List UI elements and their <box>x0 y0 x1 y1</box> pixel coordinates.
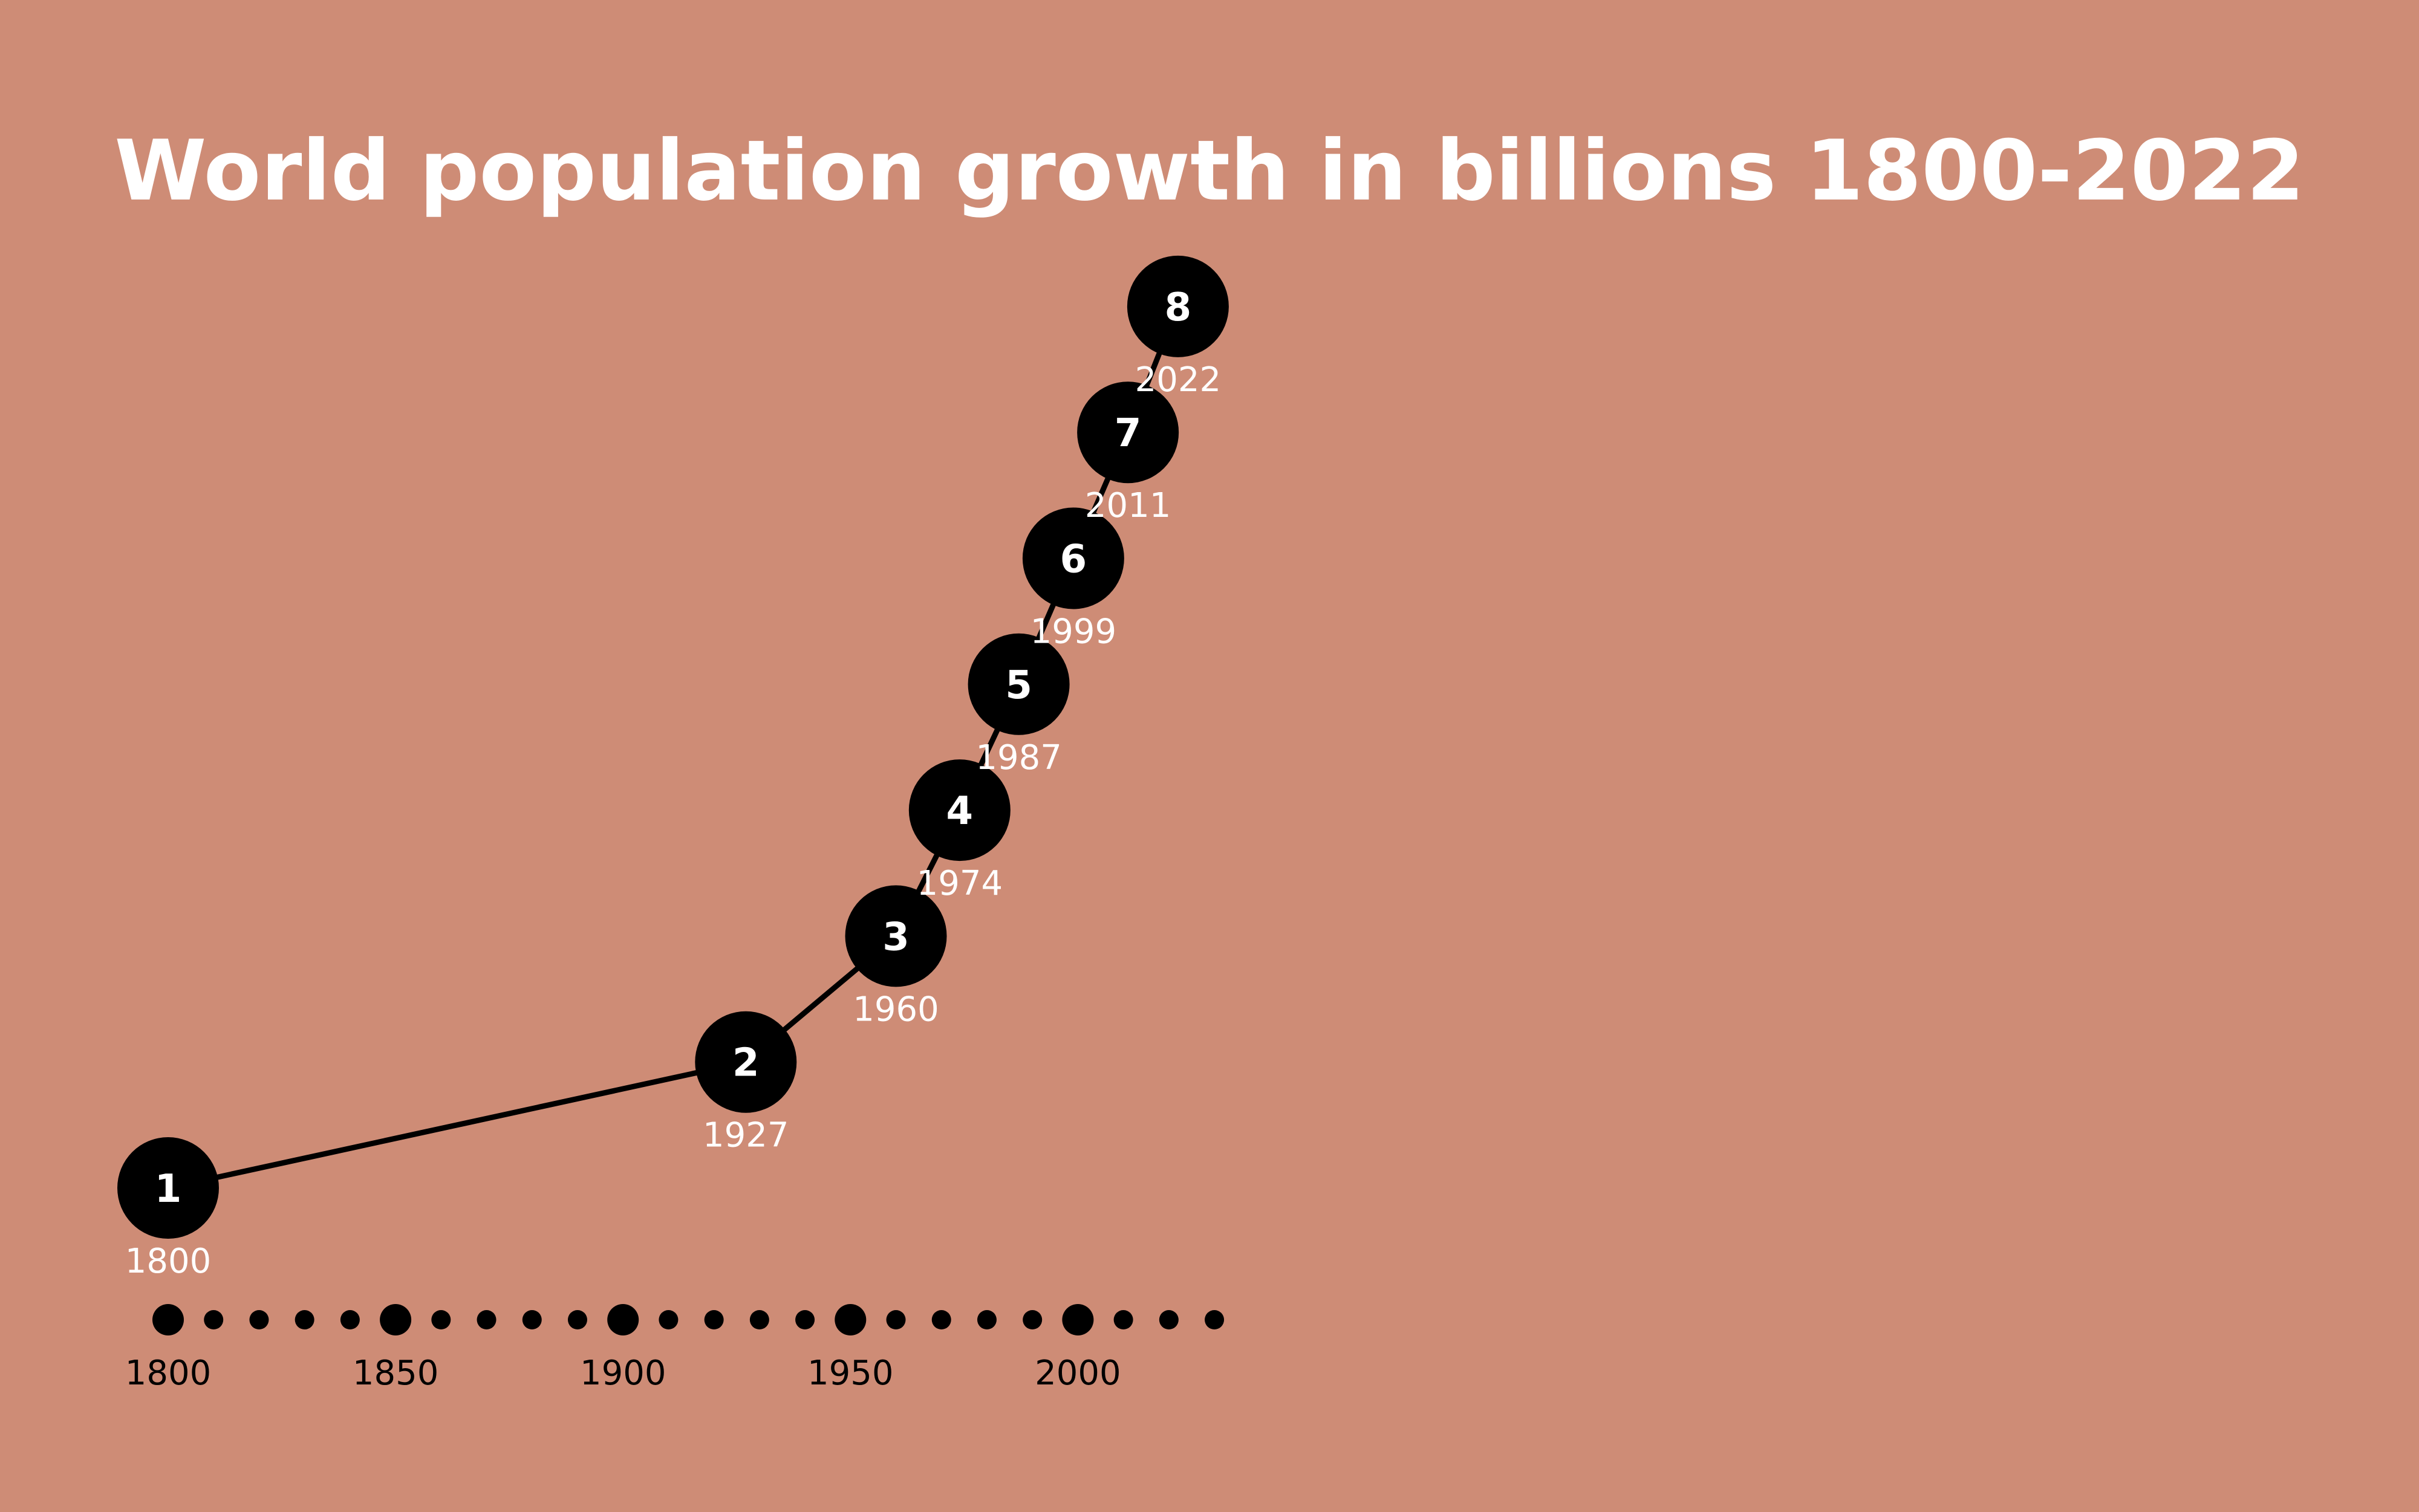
axis-major-dot <box>607 1304 639 1335</box>
data-year-label: 1800 <box>125 1242 212 1281</box>
data-value-label: 4 <box>946 789 974 834</box>
data-point-circle <box>1127 255 1229 357</box>
axis-minor-dot <box>567 1310 587 1329</box>
x-tick-label: 1900 <box>580 1354 666 1393</box>
data-year-label: 1960 <box>853 990 939 1029</box>
axis-minor-dot <box>749 1310 769 1329</box>
data-point-circle <box>695 1011 797 1113</box>
data-point-1960: 3 1960 <box>845 885 947 1029</box>
data-year-label: 1999 <box>1030 612 1117 652</box>
axis-minor-dot <box>431 1310 451 1329</box>
x-tick-label: 1800 <box>125 1354 212 1393</box>
x-tick-label: 2000 <box>1035 1354 1121 1393</box>
data-year-label: 2022 <box>1135 360 1222 400</box>
data-point-circle <box>117 1137 219 1239</box>
x-tick-label: 1950 <box>807 1354 894 1393</box>
data-value-label: 1 <box>155 1167 182 1212</box>
data-year-label: 1927 <box>703 1116 789 1155</box>
axis-minor-dot <box>704 1310 724 1329</box>
axis-minor-dot <box>522 1310 542 1329</box>
axis-major-dot <box>1062 1304 1094 1335</box>
axis-minor-dot <box>659 1310 679 1329</box>
axis-minor-dot <box>1113 1310 1133 1329</box>
data-point-circle <box>968 633 1070 735</box>
data-point-circle <box>1022 507 1124 609</box>
data-point-1987: 5 1987 <box>968 633 1070 777</box>
axis-minor-dot <box>477 1310 496 1329</box>
axis-minor-dot <box>1205 1310 1225 1329</box>
data-value-label: 6 <box>1060 537 1087 582</box>
data-year-label: 1987 <box>975 738 1062 777</box>
axis-major-dot <box>152 1304 184 1335</box>
data-point-1800: 1 1800 <box>117 1137 219 1281</box>
chart-title: World population growth in billions 1800… <box>114 122 2304 219</box>
axis-minor-dot <box>977 1310 997 1329</box>
data-value-label: 3 <box>882 915 910 959</box>
data-year-label: 2011 <box>1085 486 1171 525</box>
axis-minor-dot <box>795 1310 815 1329</box>
axis-minor-dot <box>1159 1310 1179 1329</box>
axis-minor-dot <box>249 1310 269 1329</box>
x-axis: 1800 1850 1900 1950 2000 <box>125 1304 1225 1393</box>
axis-minor-dot <box>340 1310 360 1329</box>
data-year-label: 1974 <box>917 864 1003 903</box>
axis-minor-dot <box>886 1310 906 1329</box>
data-value-label: 8 <box>1165 285 1192 330</box>
data-value-label: 5 <box>1005 663 1032 708</box>
axis-minor-dot <box>931 1310 951 1329</box>
data-point-circle <box>908 759 1011 861</box>
data-point-1999: 6 1999 <box>1022 507 1124 652</box>
x-tick-label: 1850 <box>353 1354 439 1393</box>
data-point-2022: 8 2022 <box>1127 255 1229 400</box>
data-point-circle <box>845 885 947 987</box>
axis-minor-dot <box>204 1310 224 1329</box>
data-point-2011: 7 2011 <box>1077 381 1179 525</box>
axis-minor-dot <box>1023 1310 1043 1329</box>
data-value-label: 2 <box>732 1041 760 1086</box>
data-points-group: 1 1800 2 1927 3 1960 4 1974 5 1987 6 1999 7 2011 8 2022 <box>117 255 1229 1281</box>
axis-major-dot <box>380 1304 412 1335</box>
data-point-1974: 4 1974 <box>908 759 1011 903</box>
axis-minor-dot <box>295 1310 314 1329</box>
data-point-1927: 2 1927 <box>695 1011 797 1155</box>
data-point-circle <box>1077 381 1179 484</box>
axis-major-dot <box>835 1304 867 1335</box>
data-value-label: 7 <box>1115 411 1142 456</box>
